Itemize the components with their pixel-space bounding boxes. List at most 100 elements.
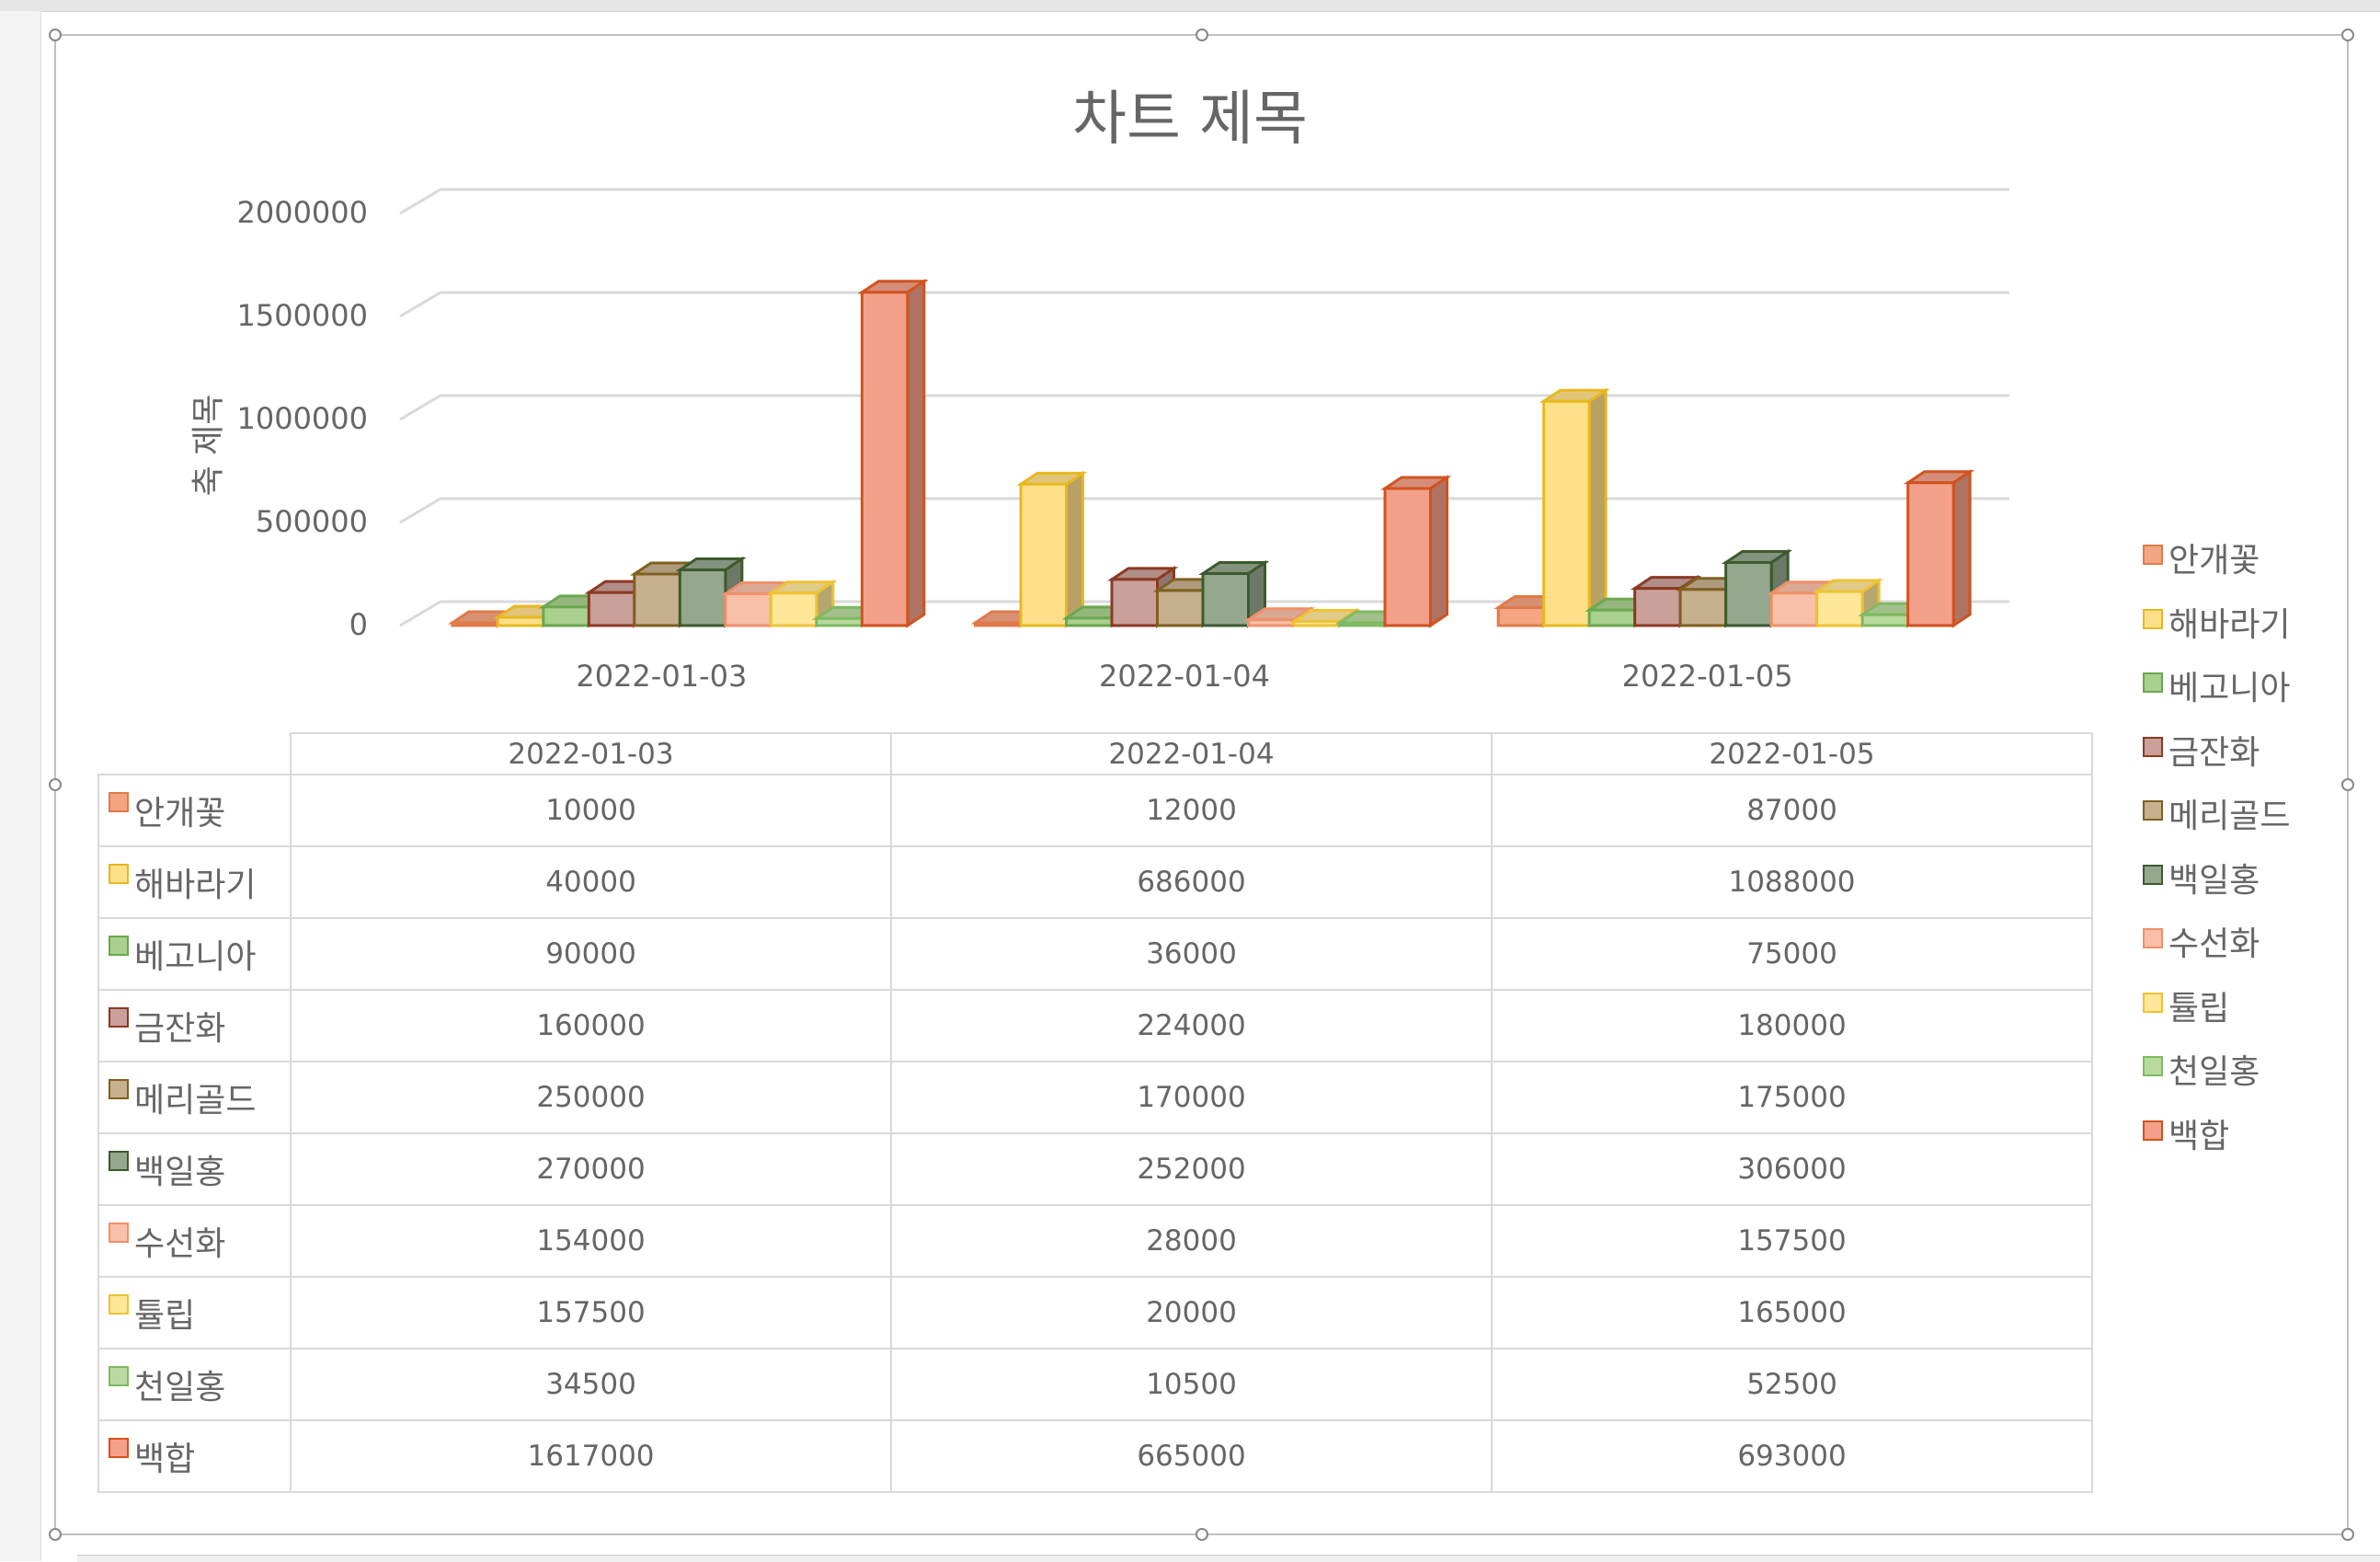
bar-side	[1429, 475, 1448, 628]
series-name: 천일홍	[134, 1369, 226, 1407]
y-tick-label: 1000000	[236, 401, 368, 436]
legend-label: 튤립	[2168, 989, 2230, 1028]
bar[interactable]	[857, 278, 929, 628]
data-table-header: 2022-01-03 2022-01-04 2022-01-05	[98, 732, 2093, 775]
bottom-ruler	[77, 1555, 2380, 1562]
data-table-value: 252000	[890, 1132, 1493, 1206]
legend-entry[interactable]: 안개꽃	[2143, 534, 2290, 598]
bar[interactable]	[1380, 475, 1452, 628]
legend-entry[interactable]: 천일홍	[2143, 1045, 2290, 1109]
data-table-value: 157500	[290, 1276, 892, 1350]
data-table-row: 해바라기 40000 686000 1088000	[97, 845, 2093, 919]
data-table-value: 165000	[1491, 1276, 2093, 1350]
data-table-value: 40000	[290, 845, 892, 919]
chart-bars	[447, 278, 1975, 628]
resize-handle[interactable]	[49, 29, 62, 41]
bar-front	[1724, 560, 1773, 627]
x-category-label: 2022-01-05	[1621, 659, 1793, 694]
resize-handle[interactable]	[2341, 29, 2354, 41]
legend-entry[interactable]: 백합	[2143, 1109, 2290, 1174]
resize-handle[interactable]	[49, 778, 62, 791]
chart-title[interactable]: 차트 제목	[1072, 86, 1308, 154]
bar-front	[1860, 613, 1910, 627]
legend-swatch	[2143, 928, 2163, 948]
bar[interactable]	[1539, 387, 1611, 628]
legend-label: 베고니아	[2168, 670, 2291, 707]
data-table-corner	[98, 733, 292, 775]
data-table-value: 52500	[1491, 1348, 2093, 1421]
bar-front	[1383, 487, 1432, 627]
legend-swatch	[2143, 1120, 2163, 1141]
bar[interactable]	[1016, 470, 1088, 628]
series-name: 금잔화	[134, 1010, 226, 1048]
series-name: 메리골드	[134, 1082, 257, 1120]
legend-entry[interactable]: 메리골드	[2143, 789, 2290, 854]
bar-front	[1019, 482, 1068, 627]
resize-handle[interactable]	[2341, 1528, 2354, 1541]
legend-label: 수선화	[2168, 925, 2260, 963]
data-table-value: 686000	[890, 845, 1493, 919]
data-table-row: 안개꽃 10000 12000 87000	[97, 774, 2093, 847]
legend-label: 해바라기	[2168, 605, 2291, 644]
bar[interactable]	[1198, 559, 1270, 628]
data-table-value: 10500	[890, 1348, 1493, 1421]
data-table-value: 250000	[290, 1061, 892, 1134]
series-swatch	[109, 1007, 129, 1028]
resize-handle[interactable]	[2341, 778, 2354, 791]
resize-handle[interactable]	[1196, 1528, 1208, 1541]
bar[interactable]	[1903, 468, 1975, 628]
data-table-row: 천일홍 34500 10500 52500	[97, 1348, 2093, 1421]
data-table-value: 87000	[1491, 774, 2093, 847]
legend-entry[interactable]: 해바라기	[2143, 598, 2290, 662]
bar-front	[1065, 616, 1114, 627]
chart-data-table: 2022-01-03 2022-01-04 2022-01-05 안개꽃 10000 1…	[97, 732, 2093, 1493]
bar-front	[1156, 589, 1205, 627]
resize-handles[interactable]	[49, 29, 2354, 1541]
bar-front	[1769, 591, 1819, 627]
bar-front	[451, 621, 499, 627]
data-table-value: 157500	[1491, 1204, 2093, 1278]
legend-swatch	[2143, 736, 2163, 757]
data-table-row-header: 안개꽃	[97, 774, 292, 847]
legend-swatch	[2143, 545, 2163, 565]
window-top-bar	[0, 0, 2380, 12]
gridline-depth	[399, 188, 441, 215]
y-tick-label: 500000	[255, 504, 368, 539]
data-table-row-header: 메리골드	[97, 1061, 292, 1134]
series-swatch	[109, 864, 129, 884]
series-swatch	[109, 1294, 129, 1315]
x-category-label: 2022-01-04	[1099, 659, 1270, 694]
data-table-row: 수선화 154000 28000 157500	[97, 1204, 2093, 1278]
data-table-value: 224000	[890, 989, 1493, 1062]
legend-entry[interactable]: 수선화	[2143, 917, 2290, 982]
legend-label: 메리골드	[2168, 798, 2291, 835]
bar-front	[1587, 608, 1637, 627]
y-tick-label: 2000000	[236, 195, 368, 230]
bar-front	[1292, 620, 1341, 627]
resize-handle[interactable]	[49, 1528, 62, 1541]
legend-entry[interactable]: 백일홍	[2143, 854, 2290, 918]
data-table-row: 금잔화 160000 224000 180000	[97, 989, 2093, 1062]
resize-handle[interactable]	[1196, 29, 1208, 41]
series-swatch	[109, 936, 129, 956]
series-swatch	[109, 1079, 129, 1099]
legend-entry[interactable]: 베고니아	[2143, 661, 2290, 726]
data-table-value: 36000	[890, 917, 1493, 991]
gridline-depth	[399, 497, 441, 524]
legend-swatch	[2143, 608, 2163, 629]
bar-front	[542, 605, 590, 627]
data-table-row: 백합 1617000 665000 693000	[97, 1419, 2093, 1493]
legend-entry[interactable]: 튤립	[2143, 982, 2290, 1046]
data-table-value: 28000	[890, 1204, 1493, 1278]
series-name: 백일홍	[134, 1154, 226, 1191]
legend-entry[interactable]: 금잔화	[2143, 726, 2290, 790]
bar-front	[1815, 590, 1864, 627]
series-name: 안개꽃	[134, 795, 226, 833]
bar[interactable]	[1767, 579, 1838, 628]
data-table-row-header: 금잔화	[97, 989, 292, 1062]
bar-front	[1542, 399, 1591, 627]
series-name: 베고니아	[134, 938, 257, 976]
series-swatch	[109, 1438, 129, 1458]
legend-swatch	[2143, 1056, 2163, 1076]
